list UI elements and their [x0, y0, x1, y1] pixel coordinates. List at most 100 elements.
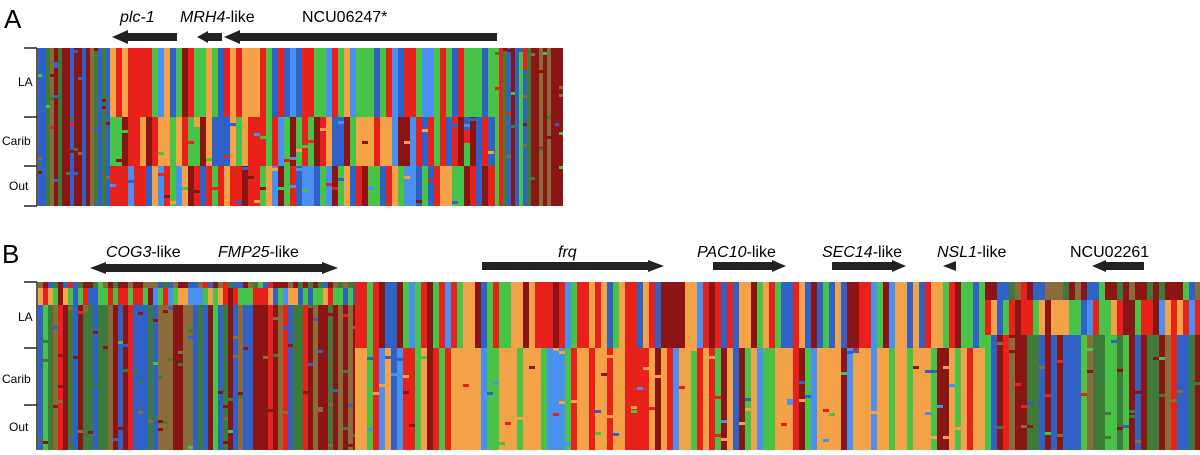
- matrix-a-carib-cell-speck: [464, 124, 470, 127]
- matrix-b-mid-carib-out-cell: [853, 348, 859, 450]
- matrix-b-mid-la-cell: [769, 282, 775, 348]
- matrix-b-mid-carib-out-cell: [397, 348, 403, 355]
- matrix-a-right-cell-speck: [547, 136, 551, 139]
- matrix-a-left-cell: [86, 48, 90, 206]
- matrix-a-out-cell: [266, 166, 272, 206]
- matrix-a-carib-cell-speck: [470, 118, 476, 121]
- matrix-a-left-cell-speck: [50, 126, 54, 129]
- matrix-b-mid-carib-out-cell: [511, 348, 517, 450]
- matrix-b-mid-carib-out-cell-speck: [631, 406, 637, 409]
- matrix-b-mid-carib-out-cell: [541, 348, 547, 450]
- matrix-b-left-top-cell: [108, 282, 113, 288]
- matrix-a-la-cell: [440, 48, 446, 117]
- matrix-b-mid-carib-out-cell-speck: [355, 370, 361, 373]
- matrix-a-out-cell: [410, 166, 416, 174]
- panel-b-letter: B: [2, 239, 19, 269]
- matrix-b-mid-carib-out-cell: [601, 348, 607, 450]
- matrix-b-left-top-cell: [253, 282, 258, 288]
- matrix-a-out-cell-speck: [470, 200, 476, 203]
- matrix-b-left-cell: [103, 305, 108, 315]
- matrix-b-mid-carib-out-cell-speck: [487, 404, 493, 407]
- matrix-a-left-cell-speck: [54, 65, 58, 68]
- matrix-b-left-top-cell: [58, 288, 63, 305]
- matrix-b-right-cell-speck: [1117, 427, 1123, 430]
- matrix-b-left-top-cell: [193, 288, 198, 305]
- matrix-a-carib-cell: [170, 117, 176, 131]
- gene-label-cog3-name: COG3: [106, 244, 151, 261]
- matrix-a-la-cell: [248, 48, 254, 117]
- matrix-b-left-cell-speck: [343, 427, 348, 430]
- matrix-b-mid-carib-out-cell-speck: [931, 436, 937, 439]
- matrix-b-mid-la-cell: [571, 282, 577, 348]
- matrix-b-left-top-cell: [93, 282, 98, 288]
- matrix-b-right-top-cell: [985, 282, 991, 300]
- matrix-b-mid-carib-out-cell-speck: [679, 386, 685, 389]
- matrix-b-mid-la-cell: [631, 282, 637, 348]
- matrix-b-left-cell-speck: [318, 407, 323, 410]
- matrix-a-carib-cell: [446, 117, 452, 166]
- matrix-a-carib-cell: [194, 117, 200, 127]
- matrix-b-mid-carib-out-cell-speck: [709, 356, 715, 359]
- matrix-b-right-cell-speck: [1027, 402, 1033, 405]
- matrix-b-mid-carib-out-cell: [883, 364, 889, 450]
- matrix-a-out-cell-speck: [326, 183, 332, 186]
- matrix-b-left-top-cell: [293, 288, 298, 305]
- matrix-b-mid-la-cell: [943, 282, 949, 348]
- matrix-a-right-cell-speck: [523, 144, 527, 147]
- matrix-a-carib-cell: [416, 117, 422, 166]
- matrix-b-right-cell: [1003, 335, 1009, 450]
- matrix-b-mid-carib-out-cell-speck: [661, 442, 667, 445]
- matrix-b-left-cell-speck: [113, 438, 118, 441]
- matrix-b-left-top-cell: [118, 288, 123, 305]
- gene-label-sec14-name: SEC14: [822, 244, 873, 261]
- matrix-b-left-cell-speck: [43, 340, 48, 343]
- matrix-b-left-top-cell: [268, 282, 273, 288]
- matrix-b-right-cell: [997, 335, 1003, 450]
- matrix-b-mid-la-cell: [475, 282, 481, 348]
- matrix-b-left-cell-speck: [313, 318, 318, 321]
- matrix-b-left-cell-speck: [138, 381, 143, 384]
- matrix-b-mid-carib-out-cell: [751, 348, 757, 450]
- matrix-b-right-cell: [1165, 335, 1171, 450]
- matrix-a-left-cell-speck: [70, 150, 74, 153]
- matrix-b-right-cell-speck: [1021, 425, 1027, 428]
- matrix-b-right-la-cell: [1027, 300, 1033, 335]
- matrix-b-mid-la-cell: [367, 282, 373, 348]
- matrix-b-left-top-cell: [308, 288, 313, 305]
- matrix-b-right-cell-speck: [1117, 369, 1123, 372]
- matrix-b-left-cell-speck: [288, 321, 293, 324]
- matrix-a-right-cell-speck: [523, 75, 527, 78]
- matrix-a-la-cell: [188, 55, 194, 117]
- matrix-a-carib-cell: [254, 117, 260, 166]
- matrix-b-mid-la-cell: [913, 282, 919, 348]
- matrix-b-mid-la-cell: [547, 282, 553, 348]
- matrix-b-left-cell: [198, 305, 203, 450]
- matrix-a-out-cell: [182, 166, 188, 206]
- matrix-b-left-top-cell: [203, 282, 208, 288]
- matrix-a-out-cell: [140, 166, 146, 206]
- matrix-b-mid-carib-out-cell-speck: [751, 355, 757, 358]
- matrix-b-left-cell-speck: [353, 326, 355, 329]
- matrix-b-right-top-cell: [1039, 282, 1045, 300]
- matrix-a-left-cell: [78, 48, 82, 206]
- matrix-b-mid-la-cell: [619, 282, 625, 348]
- matrix-b-mid-carib-out-cell-speck: [583, 442, 589, 445]
- matrix-b-left-cell-speck: [308, 305, 313, 308]
- matrix-a-left-cell: [98, 48, 102, 206]
- matrix-a-out-cell: [230, 166, 236, 206]
- matrix-b-left-top-cell: [243, 282, 248, 288]
- matrix-a-carib-cell: [422, 117, 428, 166]
- matrix-a-right-cell-speck: [559, 166, 563, 169]
- matrix-b-mid-carib-out-cell-speck: [715, 434, 721, 437]
- matrix-b-mid-carib-out-cell: [811, 348, 817, 450]
- panel-b-group-carib: Carib: [2, 372, 31, 386]
- matrix-a-la-cell: [482, 48, 488, 117]
- matrix-a-out-cell: [122, 166, 128, 172]
- matrix-a-right-cell: [515, 48, 519, 52]
- matrix-b-left-top-cell: [303, 288, 308, 305]
- matrix-a-carib-cell: [428, 117, 434, 166]
- matrix-b-mid-la-cell: [661, 288, 667, 348]
- matrix-b-mid-carib-out-cell: [793, 356, 799, 450]
- matrix-b-left-cell: [243, 315, 248, 450]
- gene-label-sec14: SEC14-like: [822, 244, 902, 261]
